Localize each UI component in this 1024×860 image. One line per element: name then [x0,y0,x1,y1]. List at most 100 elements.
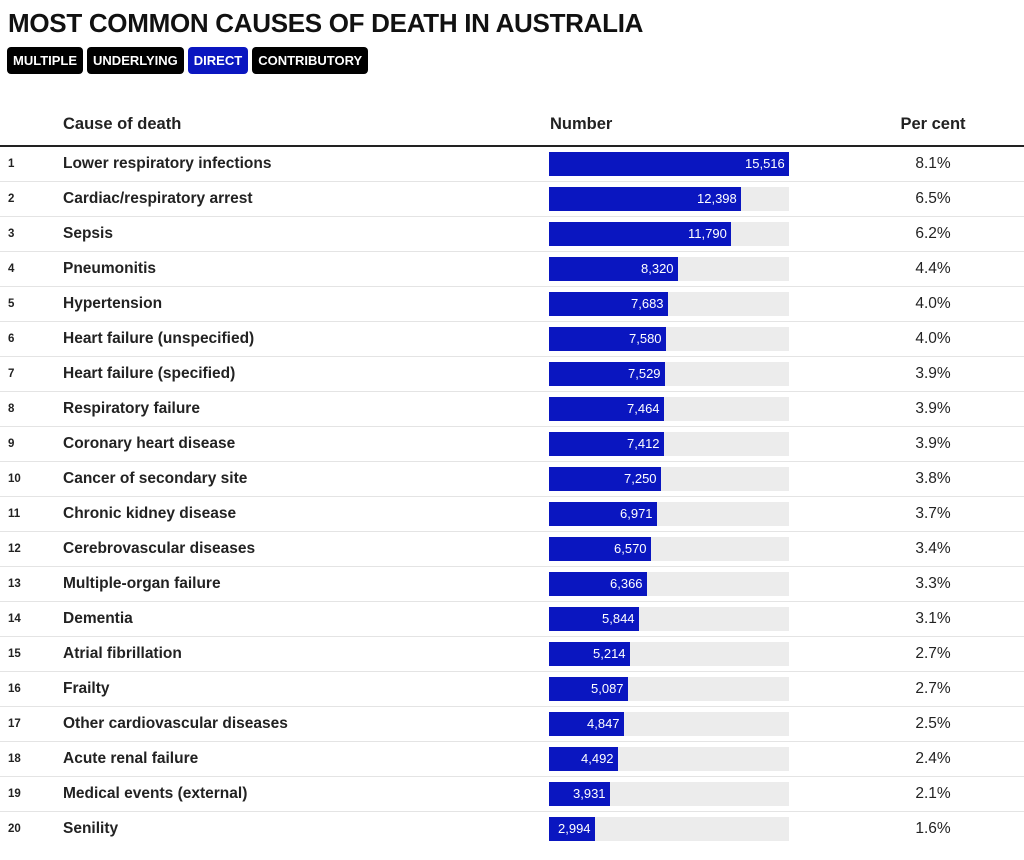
bar [549,642,630,666]
table-row: 12 Cerebrovascular diseases 6,570 3.4% [0,532,1024,567]
filter-underlying-button[interactable]: UNDERLYING [87,47,184,74]
bar-track: 7,250 [549,467,789,491]
row-rank: 3 [8,228,15,240]
table-row: 1 Lower respiratory infections 15,516 8.1% [0,147,1024,182]
bar-value-label: 7,464 [627,401,660,416]
bar-track: 6,971 [549,502,789,526]
bar-track: 7,412 [549,432,789,456]
table-row: 19 Medical events (external) 3,931 2.1% [0,777,1024,812]
bar-value-label: 7,683 [631,296,664,311]
row-cause: Medical events (external) [63,785,248,802]
row-cause: Acute renal failure [63,750,199,767]
bar-track: 3,931 [549,782,789,806]
filter-direct-button[interactable]: DIRECT [187,47,249,74]
table-body: 1 Lower respiratory infections 15,516 8.1% 2… [0,147,1024,847]
bar [549,817,595,841]
bar-track: 15,516 [549,152,789,176]
bar-track: 7,529 [549,362,789,386]
bar [549,502,657,526]
bar-value-label: 6,570 [614,541,647,556]
row-percent: 1.6% [915,820,951,837]
row-rank: 7 [8,368,15,380]
bar-track: 4,847 [549,712,789,736]
row-percent: 2.4% [915,750,951,767]
bar [549,397,664,421]
table-row: 11 Chronic kidney disease 6,971 3.7% [0,497,1024,532]
row-rank: 8 [8,403,15,415]
bar-track: 8,320 [549,257,789,281]
row-cause: Dementia [63,610,133,627]
bar [549,152,789,176]
row-percent: 3.9% [915,365,951,382]
row-percent: 4.0% [915,295,951,312]
row-percent: 3.1% [915,610,951,627]
table-row: 18 Acute renal failure 4,492 2.4% [0,742,1024,777]
bar-track: 7,683 [549,292,789,316]
bar-track: 5,087 [549,677,789,701]
row-cause: Heart failure (unspecified) [63,330,255,347]
row-rank: 19 [8,788,21,800]
bar [549,537,651,561]
row-rank: 17 [8,718,21,730]
bar-track: 2,994 [549,817,789,841]
row-cause: Senility [63,820,119,837]
table-row: 8 Respiratory failure 7,464 3.9% [0,392,1024,427]
bar-track: 6,570 [549,537,789,561]
bar-value-label: 12,398 [697,191,737,206]
row-rank: 4 [8,263,15,275]
chart-title: MOST COMMON CAUSES OF DEATH IN AUSTRALIA [8,8,644,38]
bar-value-label: 7,412 [627,436,660,451]
bar-track: 11,790 [549,222,789,246]
bar-value-label: 4,847 [587,716,620,731]
row-rank: 1 [8,158,15,170]
bar [549,782,610,806]
bar-value-label: 6,971 [620,506,653,521]
row-cause: Cardiac/respiratory arrest [63,190,253,207]
filter-tabs: MULTIPLE UNDERLYING DIRECT CONTRIBUTORY [7,47,369,74]
row-rank: 20 [8,823,21,835]
table-row: 14 Dementia 5,844 3.1% [0,602,1024,637]
table-row: 6 Heart failure (unspecified) 7,580 4.0% [0,322,1024,357]
table-row: 15 Atrial fibrillation 5,214 2.7% [0,637,1024,672]
row-rank: 11 [8,508,21,520]
row-percent: 2.7% [915,645,951,662]
bar-track: 4,492 [549,747,789,771]
table-row: 3 Sepsis 11,790 6.2% [0,217,1024,252]
row-rank: 10 [8,473,21,485]
row-cause: Coronary heart disease [63,435,236,452]
row-percent: 3.8% [915,470,951,487]
row-cause: Respiratory failure [63,400,200,417]
row-rank: 12 [8,543,21,555]
row-cause: Atrial fibrillation [63,645,182,662]
bar-value-label: 2,994 [558,821,591,836]
table-row: 2 Cardiac/respiratory arrest 12,398 6.5% [0,182,1024,217]
row-percent: 8.1% [915,155,951,172]
row-cause: Chronic kidney disease [63,505,237,522]
table-row: 9 Coronary heart disease 7,412 3.9% [0,427,1024,462]
row-rank: 5 [8,298,15,310]
header-number: Number [550,115,613,133]
row-rank: 6 [8,333,15,345]
bar-track: 7,464 [549,397,789,421]
filter-contributory-button[interactable]: CONTRIBUTORY [252,47,369,74]
row-rank: 14 [8,613,21,625]
row-percent: 2.1% [915,785,951,802]
bar [549,607,639,631]
row-percent: 2.7% [915,680,951,697]
table-header: Cause of death Number Per cent [0,106,1024,147]
bar [549,432,664,456]
bar [549,747,618,771]
row-percent: 3.9% [915,435,951,452]
row-cause: Sepsis [63,225,113,242]
bar-value-label: 7,250 [624,471,657,486]
row-rank: 16 [8,683,21,695]
bar [549,467,661,491]
filter-multiple-button[interactable]: MULTIPLE [7,47,84,74]
table-row: 17 Other cardiovascular diseases 4,847 2.5% [0,707,1024,742]
row-percent: 6.2% [915,225,951,242]
row-cause: Hypertension [63,295,163,312]
row-percent: 4.4% [915,260,951,277]
table-row: 13 Multiple-organ failure 6,366 3.3% [0,567,1024,602]
bar-value-label: 3,931 [573,786,606,801]
table-row: 16 Frailty 5,087 2.7% [0,672,1024,707]
